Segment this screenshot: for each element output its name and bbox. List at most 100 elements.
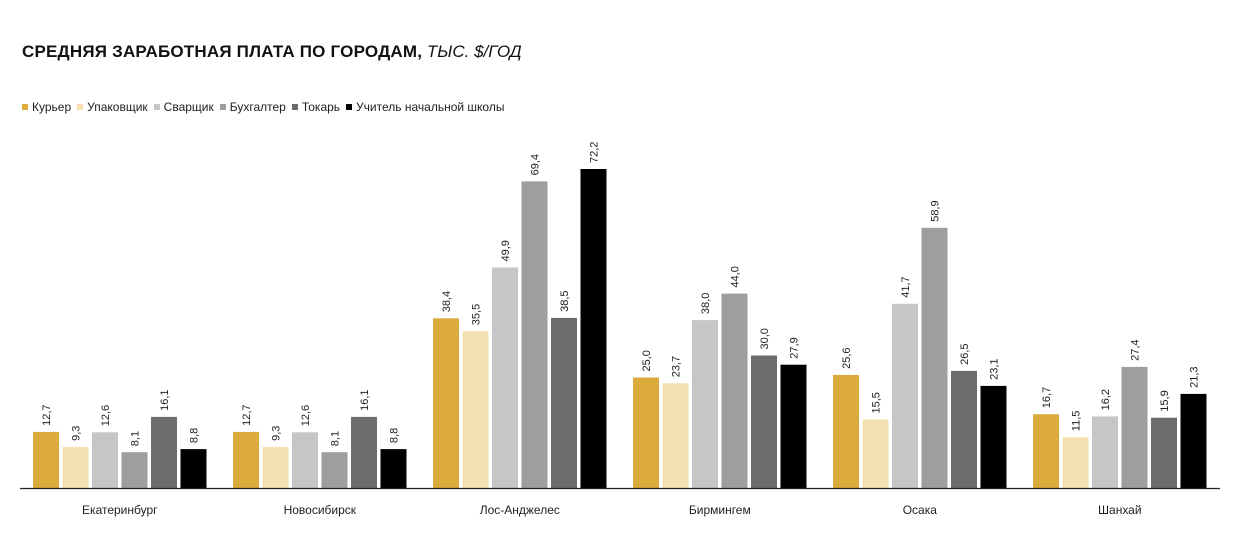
- bar: [351, 416, 377, 488]
- bar: [892, 303, 918, 488]
- legend-item-5: Токарь: [291, 100, 341, 114]
- bar: [580, 169, 607, 488]
- bar: [633, 377, 659, 488]
- bar-value-label: 27,9: [789, 337, 801, 358]
- bar-value-label: 8,1: [330, 431, 342, 446]
- bar-value-label: 38,5: [559, 290, 571, 311]
- category-label: Екатеринбург: [82, 503, 158, 517]
- legend-swatch: [346, 104, 353, 110]
- bar-value-label: 12,7: [41, 404, 53, 425]
- legend-item-6: Учитель начальной школы: [346, 100, 504, 114]
- bar: [151, 416, 177, 488]
- bar-value-label: 38,0: [700, 293, 712, 314]
- bar: [1092, 416, 1118, 488]
- bar-value-label: 16,7: [1041, 387, 1053, 408]
- bar: [980, 385, 1007, 488]
- legend-swatch: [291, 104, 298, 110]
- legend-label: Бухгалтер: [229, 100, 286, 114]
- legend-label: Токарь: [301, 100, 341, 114]
- bar: [1180, 393, 1207, 488]
- bar-value-label: 38,4: [441, 291, 453, 312]
- bar: [692, 320, 718, 488]
- bar-value-label: 8,8: [389, 428, 401, 443]
- category-label: Лос-Анджелес: [480, 503, 560, 517]
- bar-value-label: 30,0: [759, 328, 771, 349]
- bar: [1062, 437, 1089, 488]
- legend-label: Упаковщик: [87, 100, 148, 114]
- bar-value-label: 15,5: [871, 392, 883, 413]
- bar-value-label: 35,5: [471, 304, 483, 325]
- bar: [721, 293, 748, 488]
- bar: [780, 364, 807, 488]
- legend-item-2: Упаковщик: [77, 100, 148, 114]
- bar-value-label: 16,1: [159, 389, 171, 410]
- bar-value-label: 16,1: [359, 389, 371, 410]
- category-label: Бирмингем: [689, 503, 751, 517]
- bar-value-label: 15,9: [1159, 390, 1171, 411]
- bar: [1033, 414, 1059, 488]
- bar: [1151, 417, 1177, 488]
- bar: [1121, 366, 1148, 488]
- bar: [62, 446, 89, 488]
- bar: [921, 227, 948, 489]
- bar-value-label: 49,9: [500, 240, 512, 261]
- bar: [180, 449, 207, 488]
- legend-swatch: [77, 104, 84, 110]
- bar: [262, 446, 289, 488]
- bar-value-label: 12,6: [100, 405, 112, 426]
- bar-value-label: 41,7: [900, 276, 912, 297]
- bar: [321, 452, 348, 488]
- chart-title-main: СРЕДНЯЯ ЗАРАБОТНАЯ ПЛАТА ПО ГОРОДАМ,: [22, 42, 423, 61]
- chart-title: СРЕДНЯЯ ЗАРАБОТНАЯ ПЛАТА ПО ГОРОДАМ, ТЫС…: [22, 42, 522, 62]
- category-label: Осака: [903, 503, 938, 517]
- bar: [862, 419, 889, 488]
- bar-value-label: 9,3: [271, 426, 283, 441]
- bar-value-label: 8,8: [189, 428, 201, 443]
- chart-title-units: ТЫС. $/ГОД: [426, 42, 522, 61]
- legend-label: Курьер: [32, 100, 72, 114]
- bar: [121, 452, 148, 488]
- bar: [551, 317, 577, 488]
- bar: [662, 383, 689, 488]
- bar: [233, 431, 259, 488]
- bar: [462, 331, 489, 488]
- legend-label: Сварщик: [163, 100, 214, 114]
- bar-value-label: 8,1: [130, 431, 142, 446]
- bar-value-label: 69,4: [530, 154, 542, 175]
- legend-item-3: Сварщик: [153, 100, 214, 114]
- legend-item-1: Курьер: [22, 100, 71, 114]
- bar: [380, 449, 407, 488]
- legend-swatch: [153, 104, 160, 110]
- bar-value-label: 72,2: [589, 142, 601, 163]
- bar-value-label: 58,9: [930, 200, 942, 221]
- category-label: Новосибирск: [284, 503, 357, 517]
- bar-value-label: 27,4: [1130, 339, 1142, 360]
- bar-value-label: 25,6: [841, 347, 853, 368]
- legend-item-4: Бухгалтер: [219, 100, 286, 114]
- bar: [751, 355, 777, 488]
- bar: [492, 267, 518, 488]
- bar-value-label: 26,5: [959, 343, 971, 364]
- bar: [92, 432, 118, 488]
- bar: [521, 181, 548, 488]
- legend-swatch: [219, 104, 226, 110]
- bar-value-label: 21,3: [1189, 366, 1201, 387]
- legend-swatch: [22, 104, 28, 110]
- bar-value-label: 25,0: [641, 350, 653, 371]
- bar-value-label: 23,1: [989, 358, 1001, 379]
- bar: [33, 431, 59, 488]
- chart-legend: Курьер Упаковщик Сварщик Бухгалтер Токарь Учи…: [22, 100, 510, 114]
- bar-value-label: 12,7: [241, 404, 253, 425]
- bar-value-label: 16,2: [1100, 389, 1112, 410]
- bar: [433, 318, 459, 488]
- bar-value-label: 12,6: [300, 405, 312, 426]
- bar: [951, 370, 977, 488]
- bar-value-label: 9,3: [71, 426, 83, 441]
- bar-value-label: 23,7: [671, 356, 683, 377]
- bar-value-label: 11,5: [1071, 411, 1083, 432]
- bar-value-label: 44,0: [730, 266, 742, 287]
- bar: [833, 374, 859, 488]
- bar: [292, 432, 318, 488]
- legend-label: Учитель начальной школы: [356, 100, 505, 114]
